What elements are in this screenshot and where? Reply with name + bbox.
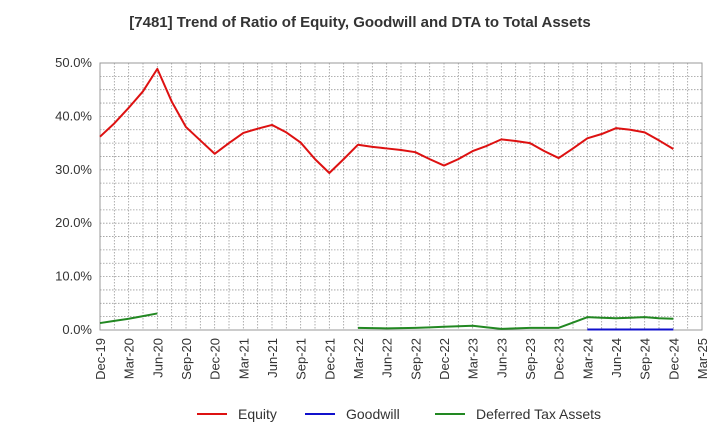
grid-layer (100, 63, 702, 330)
chart-title: [7481] Trend of Ratio of Equity, Goodwil… (129, 14, 591, 31)
x-tick-label: Dec-21 (322, 338, 337, 380)
x-tick-label: Dec-19 (93, 338, 108, 380)
x-tick-label: Dec-22 (437, 338, 452, 380)
x-tick-label: Jun-24 (609, 338, 624, 378)
x-tick-label: Jun-20 (150, 338, 165, 378)
y-tick-label: 50.0% (55, 55, 92, 70)
y-tick-label: 10.0% (55, 269, 92, 284)
x-tick-label: Dec-24 (666, 338, 681, 380)
y-tick-label: 30.0% (55, 162, 92, 177)
x-tick-label: Dec-20 (208, 338, 223, 380)
x-axis-tick-labels: Dec-19 Mar-20 Jun-20 Sep-20 Dec-20 Mar-21 Jun-… (93, 338, 710, 380)
x-tick-label: Sep-22 (408, 338, 423, 380)
legend-label: Equity (238, 406, 277, 422)
y-axis-tick-labels: 0.0% 10.0% 20.0% 30.0% 40.0% 50.0% (55, 55, 92, 337)
x-tick-label: Mar-21 (236, 338, 251, 379)
x-tick-label: Sep-23 (523, 338, 538, 380)
x-tick-label: Sep-24 (638, 338, 653, 380)
series-line (99, 312, 158, 325)
y-tick-label: 0.0% (62, 322, 92, 337)
series-equity (99, 67, 674, 174)
y-tick-label: 20.0% (55, 215, 92, 230)
x-tick-label: Sep-20 (179, 338, 194, 380)
x-tick-label: Mar-20 (122, 338, 137, 379)
x-tick-label: Mar-22 (351, 338, 366, 379)
x-tick-label: Sep-21 (294, 338, 309, 380)
series-layer (99, 67, 674, 331)
x-tick-label: Mar-24 (580, 338, 595, 379)
series-line (99, 67, 674, 174)
x-tick-label: Jun-22 (380, 338, 395, 378)
legend: Equity Goodwill Deferred Tax Assets (197, 406, 601, 422)
series-line (357, 316, 674, 330)
legend-label: Deferred Tax Assets (476, 406, 601, 422)
x-tick-label: Mar-23 (466, 338, 481, 379)
y-tick-label: 40.0% (55, 108, 92, 123)
plot-area-frame (99, 62, 703, 331)
x-tick-label: Mar-25 (695, 338, 710, 379)
x-tick-label: Jun-23 (494, 338, 509, 378)
legend-label: Goodwill (346, 406, 400, 422)
x-tick-label: Jun-21 (265, 338, 280, 378)
x-tick-label: Dec-23 (552, 338, 567, 380)
series-deferred-tax-assets (99, 312, 674, 330)
